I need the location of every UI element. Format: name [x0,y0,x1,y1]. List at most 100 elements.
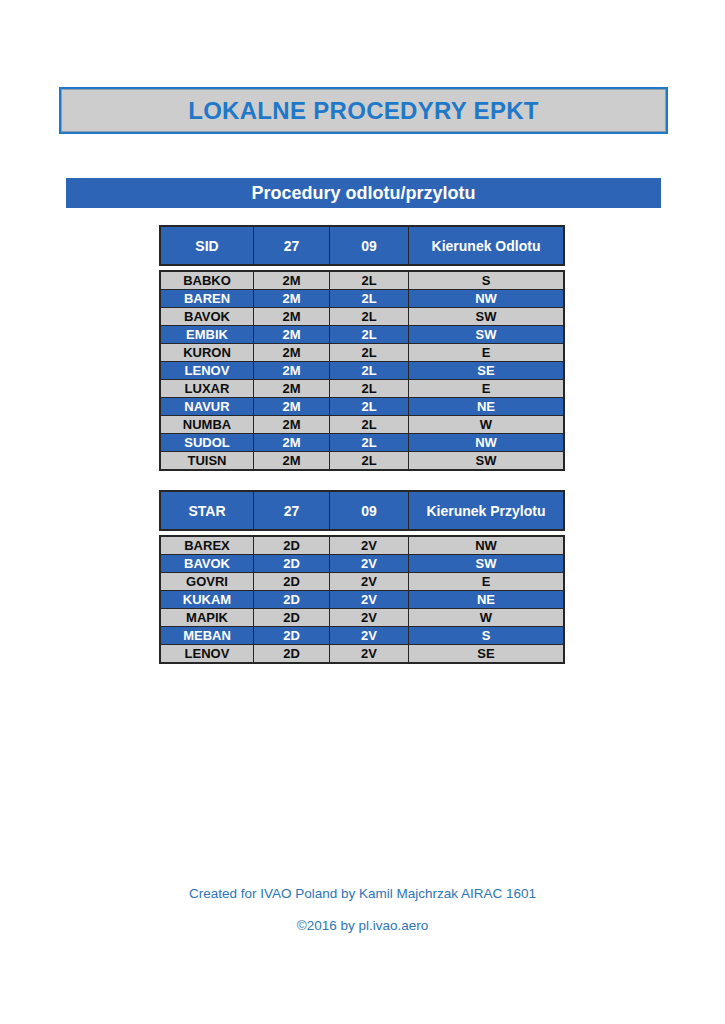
table-row: SUDOL 2M 2L NW [161,433,563,451]
table-cell: 2L [329,452,408,469]
table-cell: 2V [329,537,408,554]
table-cell: E [408,344,563,361]
table-cell: 2L [329,290,408,307]
table-cell: SE [408,645,563,662]
table-cell: 2V [329,555,408,572]
table-cell: S [408,272,563,289]
table-cell: 2M [253,362,329,379]
table-cell: 2M [253,434,329,451]
table-cell: KURON [161,344,253,361]
table-row: LENOV 2M 2L SE [161,361,563,379]
table-cell: BABKO [161,272,253,289]
table-header-cell: 09 [329,227,408,264]
footer-credit: Created for IVAO Poland by Kamil Majchrz… [0,886,725,901]
table-cell: SUDOL [161,434,253,451]
table-cell: MAPIK [161,609,253,626]
table-cell: 2M [253,344,329,361]
table-cell: LUXAR [161,380,253,397]
star-table: STAR 27 09 Kierunek Przylotu BAREX 2D 2V… [159,490,565,664]
table-row: BABKO 2M 2L S [161,272,563,289]
star-table-header: STAR 27 09 Kierunek Przylotu [159,490,565,531]
table-row: KURON 2M 2L E [161,343,563,361]
table-header-cell: 27 [253,492,329,529]
table-cell: NW [408,290,563,307]
table-row: BAVOK 2M 2L SW [161,307,563,325]
table-cell: LENOV [161,645,253,662]
table-cell: 2D [253,537,329,554]
table-cell: 2V [329,591,408,608]
table-cell: 2D [253,573,329,590]
table-row: NUMBA 2M 2L W [161,415,563,433]
page-title: LOKALNE PROCEDYRY EPKT [188,97,539,125]
sid-table-body: BABKO 2M 2L S BAREN 2M 2L NW BAVOK 2M 2L… [159,270,565,471]
table-header-cell: STAR [161,492,253,529]
table-header-cell: SID [161,227,253,264]
table-cell: 2L [329,416,408,433]
section-banner: Procedury odlotu/przylotu [66,178,661,208]
table-cell: 2M [253,398,329,415]
table-cell: E [408,573,563,590]
table-cell: S [408,627,563,644]
sid-table: SID 27 09 Kierunek Odlotu BABKO 2M 2L S … [159,225,565,471]
table-cell: 2M [253,272,329,289]
table-cell: E [408,380,563,397]
table-cell: NUMBA [161,416,253,433]
table-row: GOVRI 2D 2V E [161,572,563,590]
table-cell: 2L [329,326,408,343]
table-row: EMBIK 2M 2L SW [161,325,563,343]
table-cell: 2L [329,272,408,289]
table-row: LENOV 2D 2V SE [161,644,563,662]
table-cell: 2M [253,452,329,469]
footer-copyright: ©2016 by pl.ivao.aero [0,918,725,933]
table-cell: 2L [329,398,408,415]
table-cell: NE [408,591,563,608]
table-cell: 2M [253,326,329,343]
table-cell: NAVUR [161,398,253,415]
table-cell: EMBIK [161,326,253,343]
table-row: KUKAM 2D 2V NE [161,590,563,608]
table-row: BAREX 2D 2V NW [161,537,563,554]
table-cell: SW [408,308,563,325]
table-cell: BAVOK [161,555,253,572]
table-cell: 2V [329,573,408,590]
table-cell: W [408,416,563,433]
table-cell: NE [408,398,563,415]
table-cell: MEBAN [161,627,253,644]
table-cell: W [408,609,563,626]
table-cell: LENOV [161,362,253,379]
table-cell: 2D [253,627,329,644]
table-cell: TUISN [161,452,253,469]
table-cell: 2L [329,344,408,361]
table-cell: 2L [329,380,408,397]
table-cell: NW [408,537,563,554]
table-cell: 2V [329,627,408,644]
table-cell: SW [408,555,563,572]
table-row: NAVUR 2M 2L NE [161,397,563,415]
title-box: LOKALNE PROCEDYRY EPKT [59,87,668,134]
table-cell: 2L [329,362,408,379]
table-header-cell: Kierunek Odlotu [408,227,563,264]
star-table-body: BAREX 2D 2V NW BAVOK 2D 2V SW GOVRI 2D 2… [159,535,565,664]
document-page: LOKALNE PROCEDYRY EPKT Procedury odlotu/… [0,0,725,1024]
table-row: TUISN 2M 2L SW [161,451,563,469]
sid-table-header: SID 27 09 Kierunek Odlotu [159,225,565,266]
table-cell: 2M [253,380,329,397]
table-cell: SW [408,452,563,469]
table-cell: BAREX [161,537,253,554]
table-cell: SE [408,362,563,379]
table-row: BAREN 2M 2L NW [161,289,563,307]
table-header-cell: Kierunek Przylotu [408,492,563,529]
section-banner-label: Procedury odlotu/przylotu [251,183,475,204]
table-cell: BAVOK [161,308,253,325]
table-cell: 2L [329,434,408,451]
table-cell: 2M [253,290,329,307]
table-cell: BAREN [161,290,253,307]
table-cell: 2V [329,609,408,626]
table-cell: SW [408,326,563,343]
table-row: MAPIK 2D 2V W [161,608,563,626]
table-cell: 2D [253,609,329,626]
table-cell: 2D [253,645,329,662]
table-cell: NW [408,434,563,451]
table-cell: 2D [253,555,329,572]
table-row: LUXAR 2M 2L E [161,379,563,397]
